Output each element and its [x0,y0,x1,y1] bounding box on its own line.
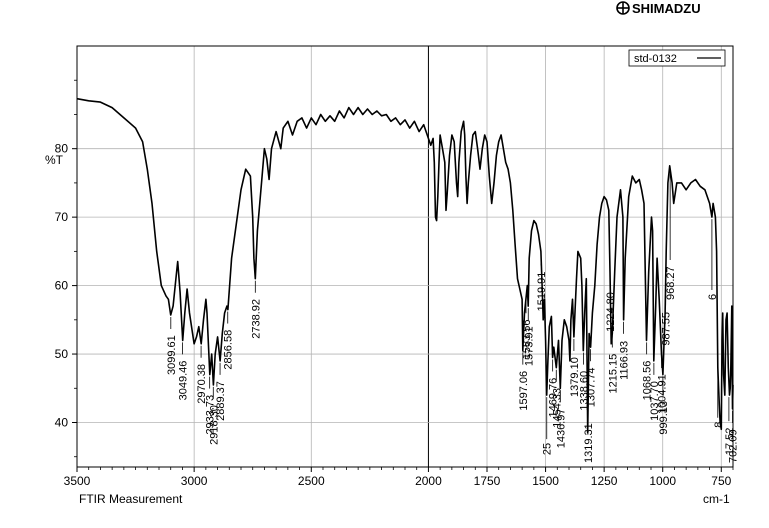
x-tick-label: 1000 [649,474,676,488]
x-tick-label: 3500 [64,474,91,488]
shimadzu-logo: SHIMADZU [616,1,701,16]
peak-label: 702.09 [728,429,740,463]
peak-label: 1597.06 [518,371,530,411]
peak-label: 1519.91 [536,272,548,312]
peak-label: 2738.92 [250,299,262,339]
series-layer [76,97,734,434]
x-tick-label: 750 [711,474,731,488]
peak-label: 1166.93 [619,341,631,380]
legend: std-0132 [628,49,726,67]
x-tick-label: 2500 [298,474,325,488]
peak-label: 2856.58 [223,330,235,370]
y-axis-label: %T [45,153,64,167]
peak-label: 1469.76 [548,378,560,418]
y-tick-label: 80 [55,142,69,156]
peak-label: 8 [713,422,725,428]
peak-label: 1224.80 [605,292,617,332]
grid [76,46,733,467]
peak-label: 2970.38 [196,364,208,404]
peak-label: 2889.37 [215,381,227,421]
axis-ticks: 3500 3000 2500 2000 1750 1500 1250 1000 750 40 50 6… [55,79,734,488]
spectrum-line [76,97,734,434]
peak-label: 2918.30 [208,405,220,445]
peak-label: 1319.31 [583,423,595,463]
y-tick-label: 70 [55,210,69,224]
peak-label: 1379.10 [569,357,581,397]
peak-label: 1068.56 [642,361,654,401]
peak-label: 999.13 [658,401,670,435]
peak-label: 3049.46 [178,361,190,401]
peak-label: 968.27 [665,266,677,300]
y-tick-label: 60 [55,279,69,293]
x-tick-label: 1500 [532,474,559,488]
peak-label: 987.55 [661,312,673,346]
legend-box [628,49,726,67]
peak-label: 1573.91 [523,326,535,366]
x-tick-label: 2000 [415,474,442,488]
x-tick-label: 3000 [181,474,208,488]
peak-label: 25 [542,443,554,455]
brand-name: SHIMADZU [632,1,701,16]
peak-label: 1436.97 [555,409,567,449]
x-axis-label: cm-1 [703,492,730,506]
peak-label: 2933.73 [205,395,217,435]
y-tick-label: 40 [55,416,69,430]
peak-label: 3099.61 [166,335,178,375]
plot-frame [76,45,734,468]
y-tick-label: 50 [55,347,69,361]
peak-label: 1215.15 [607,354,619,394]
peak-label: 6 [707,294,719,300]
peak-label: 1583.56 [521,320,533,360]
footer-caption: FTIR Measurement [79,492,183,506]
x-tick-label: 1250 [591,474,618,488]
x-tick-label: 1750 [474,474,501,488]
peak-label: 1307.74 [586,367,598,407]
peak-label: 1037.70 [649,381,661,421]
legend-entry-label: std-0132 [634,53,677,65]
peak-label: 1338.60 [578,371,590,411]
